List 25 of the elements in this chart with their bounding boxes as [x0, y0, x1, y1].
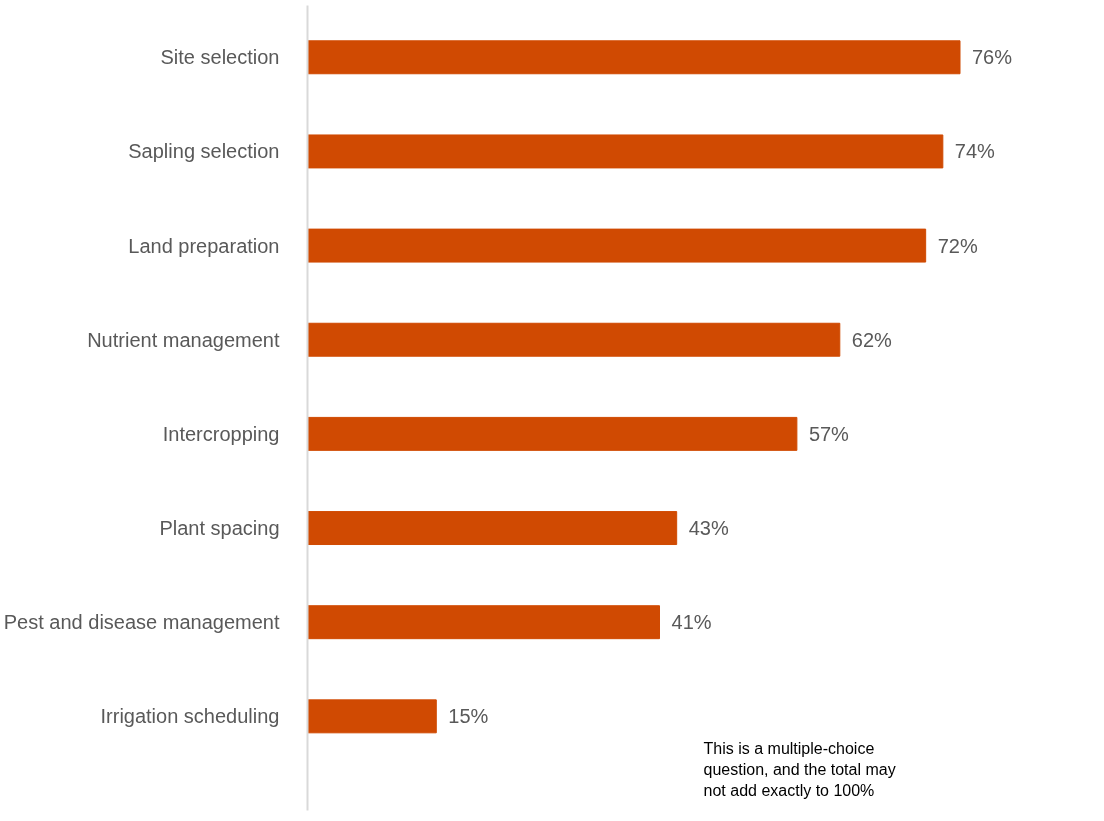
bar	[307, 416, 798, 451]
bar	[307, 322, 841, 357]
data-label: 76%	[972, 46, 1013, 69]
y-tick-label: Irrigation scheduling	[100, 705, 280, 728]
y-tick-label: Sapling selection	[128, 140, 280, 163]
annotation: This is a multiple-choice question, and the total may not add exactly to 100%	[703, 739, 896, 800]
bar	[307, 605, 661, 640]
y-tick-label: Pest and disease management	[3, 611, 280, 634]
y-tick-label: Nutrient management	[87, 328, 280, 351]
data-label: 72%	[937, 234, 978, 257]
data-label: 15%	[448, 705, 489, 728]
data-label: 62%	[851, 328, 893, 351]
bar	[307, 699, 437, 734]
y-tick-label: Site selection	[160, 46, 280, 69]
data-label: 57%	[808, 422, 850, 445]
bar	[307, 228, 927, 263]
y-tick-label: Land preparation	[128, 234, 280, 257]
bar	[307, 511, 678, 546]
y-tick-label: Plant spacing	[159, 517, 280, 540]
data-label: 74%	[954, 140, 996, 163]
bar	[307, 134, 944, 169]
data-label: 43%	[688, 517, 729, 540]
y-tick-label: Intercropping	[162, 422, 280, 445]
bar	[307, 40, 961, 75]
data-label: 41%	[671, 611, 712, 634]
